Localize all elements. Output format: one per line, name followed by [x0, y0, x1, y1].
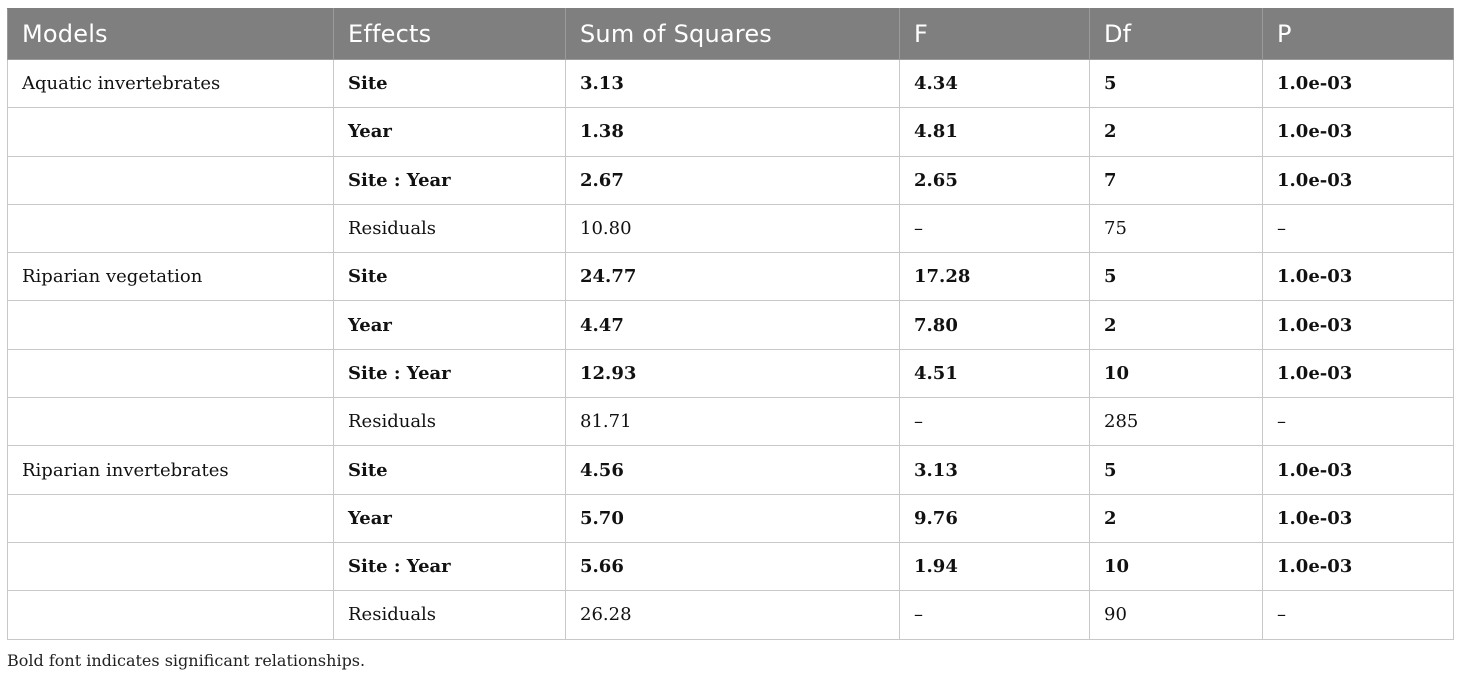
cell-p: 1.0e-03 [1262, 252, 1454, 302]
cell-f: 1.94 [899, 541, 1090, 592]
cell-df: 2 [1089, 493, 1263, 543]
cell-f: 4.51 [899, 348, 1090, 399]
anova-table: Models Effects Sum of Squares F Df P Aqu… [7, 8, 1454, 640]
cell-f: 4.81 [899, 107, 1090, 157]
cell-sum-of-squares: 2.67 [565, 155, 900, 205]
header-models: Models [7, 8, 334, 60]
header-p: P [1262, 8, 1454, 60]
cell-df: 5 [1089, 445, 1263, 495]
table-row: Site : Year 2.67 2.65 7 1.0e-03 [7, 155, 1454, 205]
cell-sum-of-squares: 26.28 [565, 590, 900, 640]
cell-effect: Site [333, 445, 566, 495]
cell-f: 7.80 [899, 300, 1090, 350]
cell-df: 7 [1089, 155, 1263, 205]
cell-model: Riparian vegetation [7, 252, 334, 302]
table-header: Models Effects Sum of Squares F Df P [7, 8, 1454, 60]
header-effects: Effects [333, 8, 566, 60]
cell-df: 2 [1089, 107, 1263, 157]
table-row: Riparian invertebrates Site 4.56 3.13 5 1.0e-… [7, 445, 1454, 495]
cell-p: 1.0e-03 [1262, 493, 1454, 543]
table-row: Residuals 10.80–75– [7, 203, 1454, 254]
table-row: Site : Year 12.93 4.51 10 1.0e-03 [7, 348, 1454, 399]
header-f: F [899, 8, 1090, 60]
cell-effect: Year [333, 107, 566, 157]
cell-effect: Site : Year [333, 155, 566, 205]
cell-model [7, 107, 334, 157]
cell-p: 1.0e-03 [1262, 348, 1454, 399]
cell-f: 4.34 [899, 58, 1090, 109]
cell-p: 1.0e-03 [1262, 155, 1454, 205]
cell-model: Aquatic invertebrates [7, 58, 334, 109]
table-row: Residuals 26.28–90– [7, 590, 1454, 640]
table-row: Year 4.47 7.80 2 1.0e-03 [7, 300, 1454, 350]
cell-p: – [1262, 590, 1454, 640]
cell-f: 3.13 [899, 445, 1090, 495]
cell-f: 17.28 [899, 252, 1090, 302]
table-row: Riparian vegetation Site 24.77 17.28 5 1.0e-0… [7, 252, 1454, 302]
cell-f: – [899, 203, 1090, 254]
cell-f: 2.65 [899, 155, 1090, 205]
cell-df: 90 [1089, 590, 1263, 640]
table-body: Aquatic invertebrates Site 3.13 4.34 5 1.0e-0… [7, 58, 1454, 640]
cell-model [7, 203, 334, 254]
cell-model [7, 155, 334, 205]
cell-df: 10 [1089, 541, 1263, 592]
table-row: Year 1.38 4.81 2 1.0e-03 [7, 107, 1454, 157]
cell-df: 285 [1089, 397, 1263, 447]
cell-sum-of-squares: 4.56 [565, 445, 900, 495]
cell-effect: Site [333, 252, 566, 302]
cell-model [7, 397, 334, 447]
cell-df: 5 [1089, 252, 1263, 302]
cell-p: 1.0e-03 [1262, 541, 1454, 592]
cell-df: 5 [1089, 58, 1263, 109]
cell-p: 1.0e-03 [1262, 58, 1454, 109]
header-df: Df [1089, 8, 1263, 60]
cell-sum-of-squares: 5.70 [565, 493, 900, 543]
cell-df: 75 [1089, 203, 1263, 254]
cell-sum-of-squares: 5.66 [565, 541, 900, 592]
table-footnote: Bold font indicates significant relation… [7, 651, 366, 670]
cell-effect: Residuals [333, 203, 566, 254]
cell-model [7, 590, 334, 640]
cell-p: 1.0e-03 [1262, 107, 1454, 157]
header-sum-of-squares: Sum of Squares [565, 8, 900, 60]
header-row: Models Effects Sum of Squares F Df P [7, 8, 1454, 60]
cell-effect: Residuals [333, 397, 566, 447]
cell-sum-of-squares: 24.77 [565, 252, 900, 302]
cell-model [7, 541, 334, 592]
cell-model [7, 348, 334, 399]
cell-p: – [1262, 203, 1454, 254]
table-row: Year 5.70 9.76 2 1.0e-03 [7, 493, 1454, 543]
cell-df: 2 [1089, 300, 1263, 350]
cell-sum-of-squares: 4.47 [565, 300, 900, 350]
table-row: Aquatic invertebrates Site 3.13 4.34 5 1.0e-0… [7, 58, 1454, 109]
cell-model: Riparian invertebrates [7, 445, 334, 495]
cell-p: 1.0e-03 [1262, 445, 1454, 495]
cell-sum-of-squares: 1.38 [565, 107, 900, 157]
table-row: Site : Year 5.66 1.94 10 1.0e-03 [7, 541, 1454, 592]
cell-p: – [1262, 397, 1454, 447]
cell-sum-of-squares: 81.71 [565, 397, 900, 447]
cell-p: 1.0e-03 [1262, 300, 1454, 350]
table-row: Residuals 81.71–285– [7, 397, 1454, 447]
cell-df: 10 [1089, 348, 1263, 399]
cell-model [7, 300, 334, 350]
cell-sum-of-squares: 3.13 [565, 58, 900, 109]
cell-sum-of-squares: 12.93 [565, 348, 900, 399]
cell-effect: Site : Year [333, 541, 566, 592]
cell-f: – [899, 397, 1090, 447]
cell-sum-of-squares: 10.80 [565, 203, 900, 254]
cell-effect: Residuals [333, 590, 566, 640]
cell-f: – [899, 590, 1090, 640]
cell-effect: Year [333, 300, 566, 350]
cell-model [7, 493, 334, 543]
cell-effect: Site [333, 58, 566, 109]
cell-effect: Year [333, 493, 566, 543]
cell-effect: Site : Year [333, 348, 566, 399]
cell-f: 9.76 [899, 493, 1090, 543]
